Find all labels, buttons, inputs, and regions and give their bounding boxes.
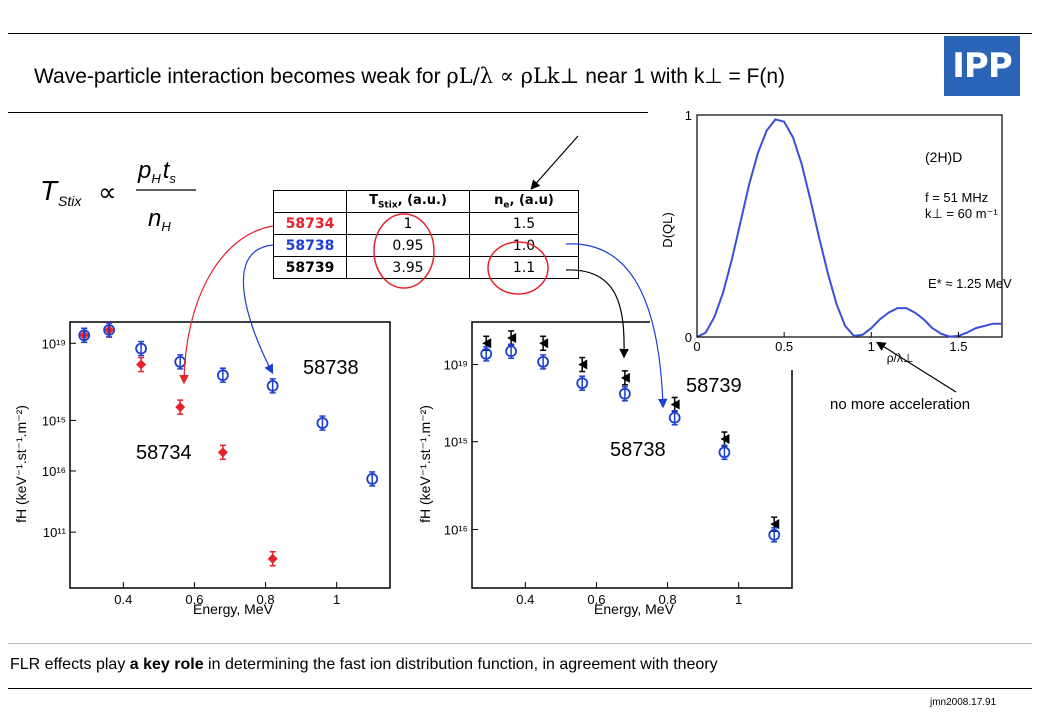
x-tick-label: 1.5: [949, 339, 967, 354]
theory-annot-e: E* ≈ 1.25 MeV: [928, 276, 1012, 291]
right-xlabel: Energy, MeV: [594, 601, 675, 617]
table-header-cell: ne, (a.u): [469, 190, 579, 213]
formula-propto: ∝: [98, 177, 117, 207]
x-tick-label: 0: [693, 339, 700, 354]
right-label-58739: 58739: [686, 375, 742, 397]
theory-title: (2H)D: [925, 149, 962, 165]
shot-cell: 58739: [273, 256, 347, 279]
y-tick-label: 10¹⁹: [42, 336, 66, 351]
theory-ylabel: D(QL): [660, 212, 675, 247]
table-row: 58739 3.95 1.1: [273, 256, 579, 279]
shot-table: TStix, (a.u.) ne, (a.u) 58734 1 1.5 5873…: [273, 190, 579, 279]
theory-annot-freq: f = 51 MHz: [925, 190, 988, 205]
formula-stix: Stix: [58, 193, 82, 209]
data-point-58739: [670, 399, 680, 410]
ipp-logo: IPP: [944, 36, 1020, 96]
title-prefix: Wave-particle interaction becomes weak f…: [34, 65, 447, 88]
formula-denominator: nH: [148, 205, 171, 234]
right-ylabel: fH (keV⁻¹.st⁻¹.m⁻²): [417, 405, 433, 523]
left-chart: 0.4 0.6 0.8 1 10¹⁹ 10¹⁵ 10¹⁶ 10¹¹ Energy, MeV f…: [8, 314, 400, 620]
x-tick-label: 1: [868, 339, 875, 354]
x-tick-label: 1: [333, 592, 340, 607]
theory-plot-area: 0 0.5 1 1.5 0 1: [685, 108, 1002, 354]
data-point-58738: [718, 446, 731, 459]
y-tick-label: 10¹⁵: [444, 435, 468, 450]
y-tick-label: 10¹¹: [43, 525, 67, 540]
shot-cell: 58734: [273, 212, 347, 235]
x-tick-label: 1: [735, 592, 742, 607]
tstix-cell: 3.95: [346, 256, 470, 279]
y-tick-label: 10¹⁵: [42, 413, 66, 428]
data-point-58739: [539, 338, 549, 349]
x-tick-label: 0.5: [775, 339, 793, 354]
ne-cell: 1.0: [469, 234, 579, 257]
data-point-58739: [770, 519, 780, 530]
data-point-58739: [507, 332, 517, 343]
left-xlabel: Energy, MeV: [193, 601, 274, 617]
table-header-cell: TStix, (a.u.): [346, 190, 470, 213]
data-point-58739: [482, 338, 492, 349]
title-formula: ρL/λ ∝ ρLk⊥: [446, 64, 580, 88]
theory-frame: [696, 114, 1003, 338]
table-header-row: TStix, (a.u.) ne, (a.u): [273, 190, 579, 213]
footer-rule: [8, 688, 1032, 689]
data-point-58738: [366, 473, 379, 485]
data-point-58734: [217, 447, 228, 458]
x-tick-label: 0.4: [516, 592, 534, 607]
x-tick-label: 0.6: [185, 592, 203, 607]
slide-id: jmn2008.17.91: [930, 697, 997, 708]
x-tick-label: 0.4: [114, 592, 132, 607]
x-tick-label: 0.6: [587, 592, 605, 607]
x-tick-label: 0.8: [659, 592, 677, 607]
shot-cell: 58738: [273, 234, 347, 257]
footer-rule-top: [8, 643, 1032, 644]
arrow-to-table: [530, 135, 579, 190]
y-tick-label: 1: [685, 108, 692, 123]
right-label-58738: 58738: [610, 439, 666, 461]
data-point-58734: [136, 359, 147, 370]
slide-title: Wave-particle interaction becomes weak f…: [34, 64, 785, 89]
no-acceleration-label: no more acceleration: [830, 396, 971, 413]
data-point-58734: [175, 402, 186, 413]
table-row: 58738 0.95 1.0: [273, 234, 579, 257]
theory-annot-k: k⊥ = 60 m⁻¹: [925, 206, 998, 221]
footer-text: FLR effects play a key role in determini…: [10, 656, 718, 673]
stix-formula: T Stix ∝ pHts nH: [40, 157, 196, 234]
data-point-58738: [537, 356, 550, 368]
data-point-58738: [316, 417, 329, 429]
data-point-58738: [78, 329, 91, 342]
tstix-cell: 1: [346, 212, 470, 235]
y-tick-label: 0: [685, 330, 692, 345]
data-point-58739: [720, 434, 730, 445]
theory-xlabel: ρ/λ⊥: [887, 351, 914, 365]
left-label-58738: 58738: [303, 357, 359, 379]
data-point-58738: [103, 324, 116, 336]
left-label-58734: 58734: [136, 442, 192, 464]
theory-chart: 0 0.5 1 1.501 (2H)D f = 51 MHz k⊥ = 60 m⁻¹ …: [650, 100, 1040, 370]
y-tick-label: 10¹⁹: [444, 358, 468, 373]
formula-numerator: pHts: [137, 157, 176, 186]
data-point-58738: [505, 345, 518, 358]
title-suffix: near 1 with k⊥ = F(n): [579, 65, 786, 88]
footer-emphasis: a key role: [129, 656, 204, 673]
tstix-cell: 0.95: [346, 234, 470, 257]
data-point-58734: [267, 553, 278, 564]
x-tick-label: 0.8: [257, 592, 275, 607]
theory-curve: [696, 118, 1002, 338]
top-rule: [8, 33, 1032, 34]
left-plot-area: 0.4 0.6 0.8 1 10¹⁹ 10¹⁵ 10¹⁶ 10¹¹: [42, 322, 379, 607]
data-point-58738: [768, 528, 781, 541]
data-point-58738: [668, 411, 681, 424]
y-tick-label: 10¹⁶: [444, 522, 468, 537]
left-ylabel: fH (keV⁻¹.st⁻¹.m⁻²): [13, 405, 29, 523]
data-point-58738: [135, 342, 148, 355]
y-tick-label: 10¹⁶: [42, 464, 66, 479]
data-point-58738: [480, 348, 493, 360]
ne-cell: 1.1: [469, 256, 579, 279]
ne-cell: 1.5: [469, 212, 579, 235]
title-rule: [8, 112, 648, 113]
table-header-cell: [273, 190, 347, 213]
formula-t: T: [40, 175, 59, 206]
table-row: 58734 1 1.5: [273, 212, 579, 235]
